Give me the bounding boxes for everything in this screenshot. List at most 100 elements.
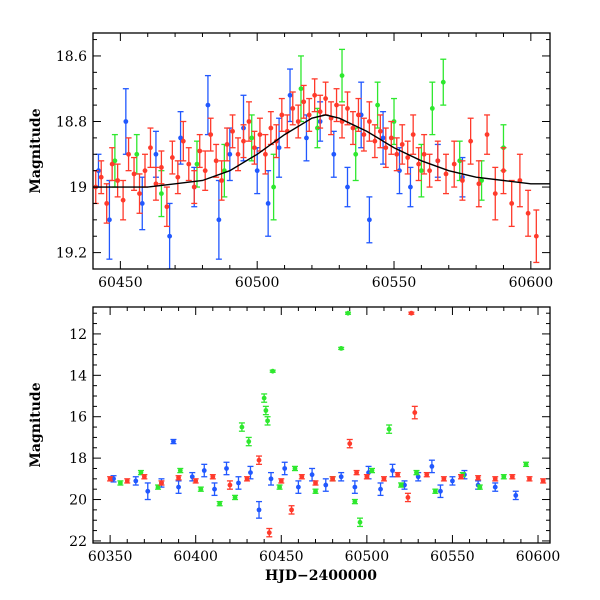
bottom-plot-frame [92,306,551,544]
bottom-data-point [299,474,305,480]
bottom-x-tick-label: 60350 [88,549,133,565]
bottom-data-point [256,457,262,463]
bottom-y-tick-label: 16 [69,410,87,426]
bottom-y-tick-label: 12 [69,327,87,343]
bottom-data-point [278,478,284,484]
top-data-point [178,135,183,141]
top-y-tick-label: 19.2 [56,246,87,262]
bottom-data-point [414,470,419,476]
top-data-point [197,148,203,154]
bottom-data-point [138,470,144,476]
bottom-data-point [330,476,336,482]
top-data-point [345,105,350,111]
bottom-series-0 [110,438,519,519]
top-data-point [123,119,129,124]
top-y-tick-label: 19 [69,180,87,196]
bottom-y-tick-label: 14 [69,368,87,384]
bottom-data-point [277,484,282,490]
bottom-data-point [408,310,414,316]
bottom-axis-ticks: 60350 60400 60450 60500 60550 60600 12 14 16 18 20… [69,307,560,565]
bottom-data-point [352,484,358,490]
top-model-curve [93,114,550,188]
top-data-point [142,168,148,174]
top-data-point [443,171,449,177]
top-data-point [345,184,350,190]
bottom-data-point [212,486,217,492]
bottom-data-point [357,519,363,525]
top-data-point [241,138,246,144]
bottom-data-point [292,466,298,471]
top-data-point [295,119,301,124]
top-data-point [180,138,186,144]
top-data-point [159,191,164,197]
bottom-data-point [492,484,498,490]
bottom-data-point [450,478,455,484]
top-data-point [479,178,484,183]
top-data-point [131,171,137,177]
top-data-point [317,109,323,115]
top-data-point [427,168,432,174]
bottom-data-point [309,472,315,478]
top-data-point [254,168,260,174]
bottom-data-point [398,482,404,488]
bottom-data-point [386,426,392,432]
bottom-data-point [145,488,151,494]
top-data-point [509,201,515,206]
bottom-data-point [513,492,519,498]
top-x-tick-label: 60550 [372,275,417,291]
top-data-point [435,158,441,164]
bottom-data-point [141,474,147,480]
bottom-x-tick-label: 60400 [173,549,218,565]
top-series-1 [111,48,507,221]
bottom-data-point [412,410,418,415]
top-data-point [107,217,112,223]
top-data-point [301,99,307,105]
top-data-point [476,181,482,187]
top-data-point [216,217,222,223]
top-data-point [263,151,268,157]
top-data-point [126,151,131,157]
bottom-data-point [155,484,161,490]
top-data-point [153,151,159,157]
bottom-data-point [117,480,123,486]
bottom-data-point [201,468,207,473]
bottom-data-point [198,486,204,492]
top-data-point [205,102,211,108]
bottom-data-point [224,466,229,471]
top-data-point [224,142,230,147]
top-data-point [213,158,219,164]
top-data-point [356,112,361,118]
bottom-data-point [475,475,481,481]
bottom-data-point [217,501,223,507]
top-data-point [353,151,359,157]
top-data-point [194,161,200,167]
top-data-point [109,161,115,167]
top-data-point [186,161,192,167]
top-data-point [429,105,435,111]
bottom-data-point [111,476,116,482]
top-x-tick-label: 60600 [509,275,554,291]
top-data-point [134,151,140,157]
bottom-x-tick-label: 60600 [516,549,561,565]
top-data-point [399,142,405,147]
bottom-data-point [523,461,529,467]
bottom-plot-area [107,310,547,538]
bottom-data-point [159,480,164,486]
bottom-data-point [210,474,216,480]
bottom-data-point [364,474,370,480]
top-data-point [98,174,104,180]
bottom-data-point [261,395,267,401]
bottom-y-tick-label: 18 [69,451,87,467]
top-data-point [331,151,337,157]
bottom-data-point [239,424,245,430]
bottom-data-point [177,468,183,473]
top-data-point [492,191,498,197]
bottom-data-point [282,466,288,471]
top-series-2 [93,78,540,264]
top-data-point [265,201,271,206]
bottom-data-point [509,474,515,480]
top-data-point [418,168,424,174]
bottom-data-point [352,499,358,504]
bottom-x-tick-label: 60550 [430,549,475,565]
